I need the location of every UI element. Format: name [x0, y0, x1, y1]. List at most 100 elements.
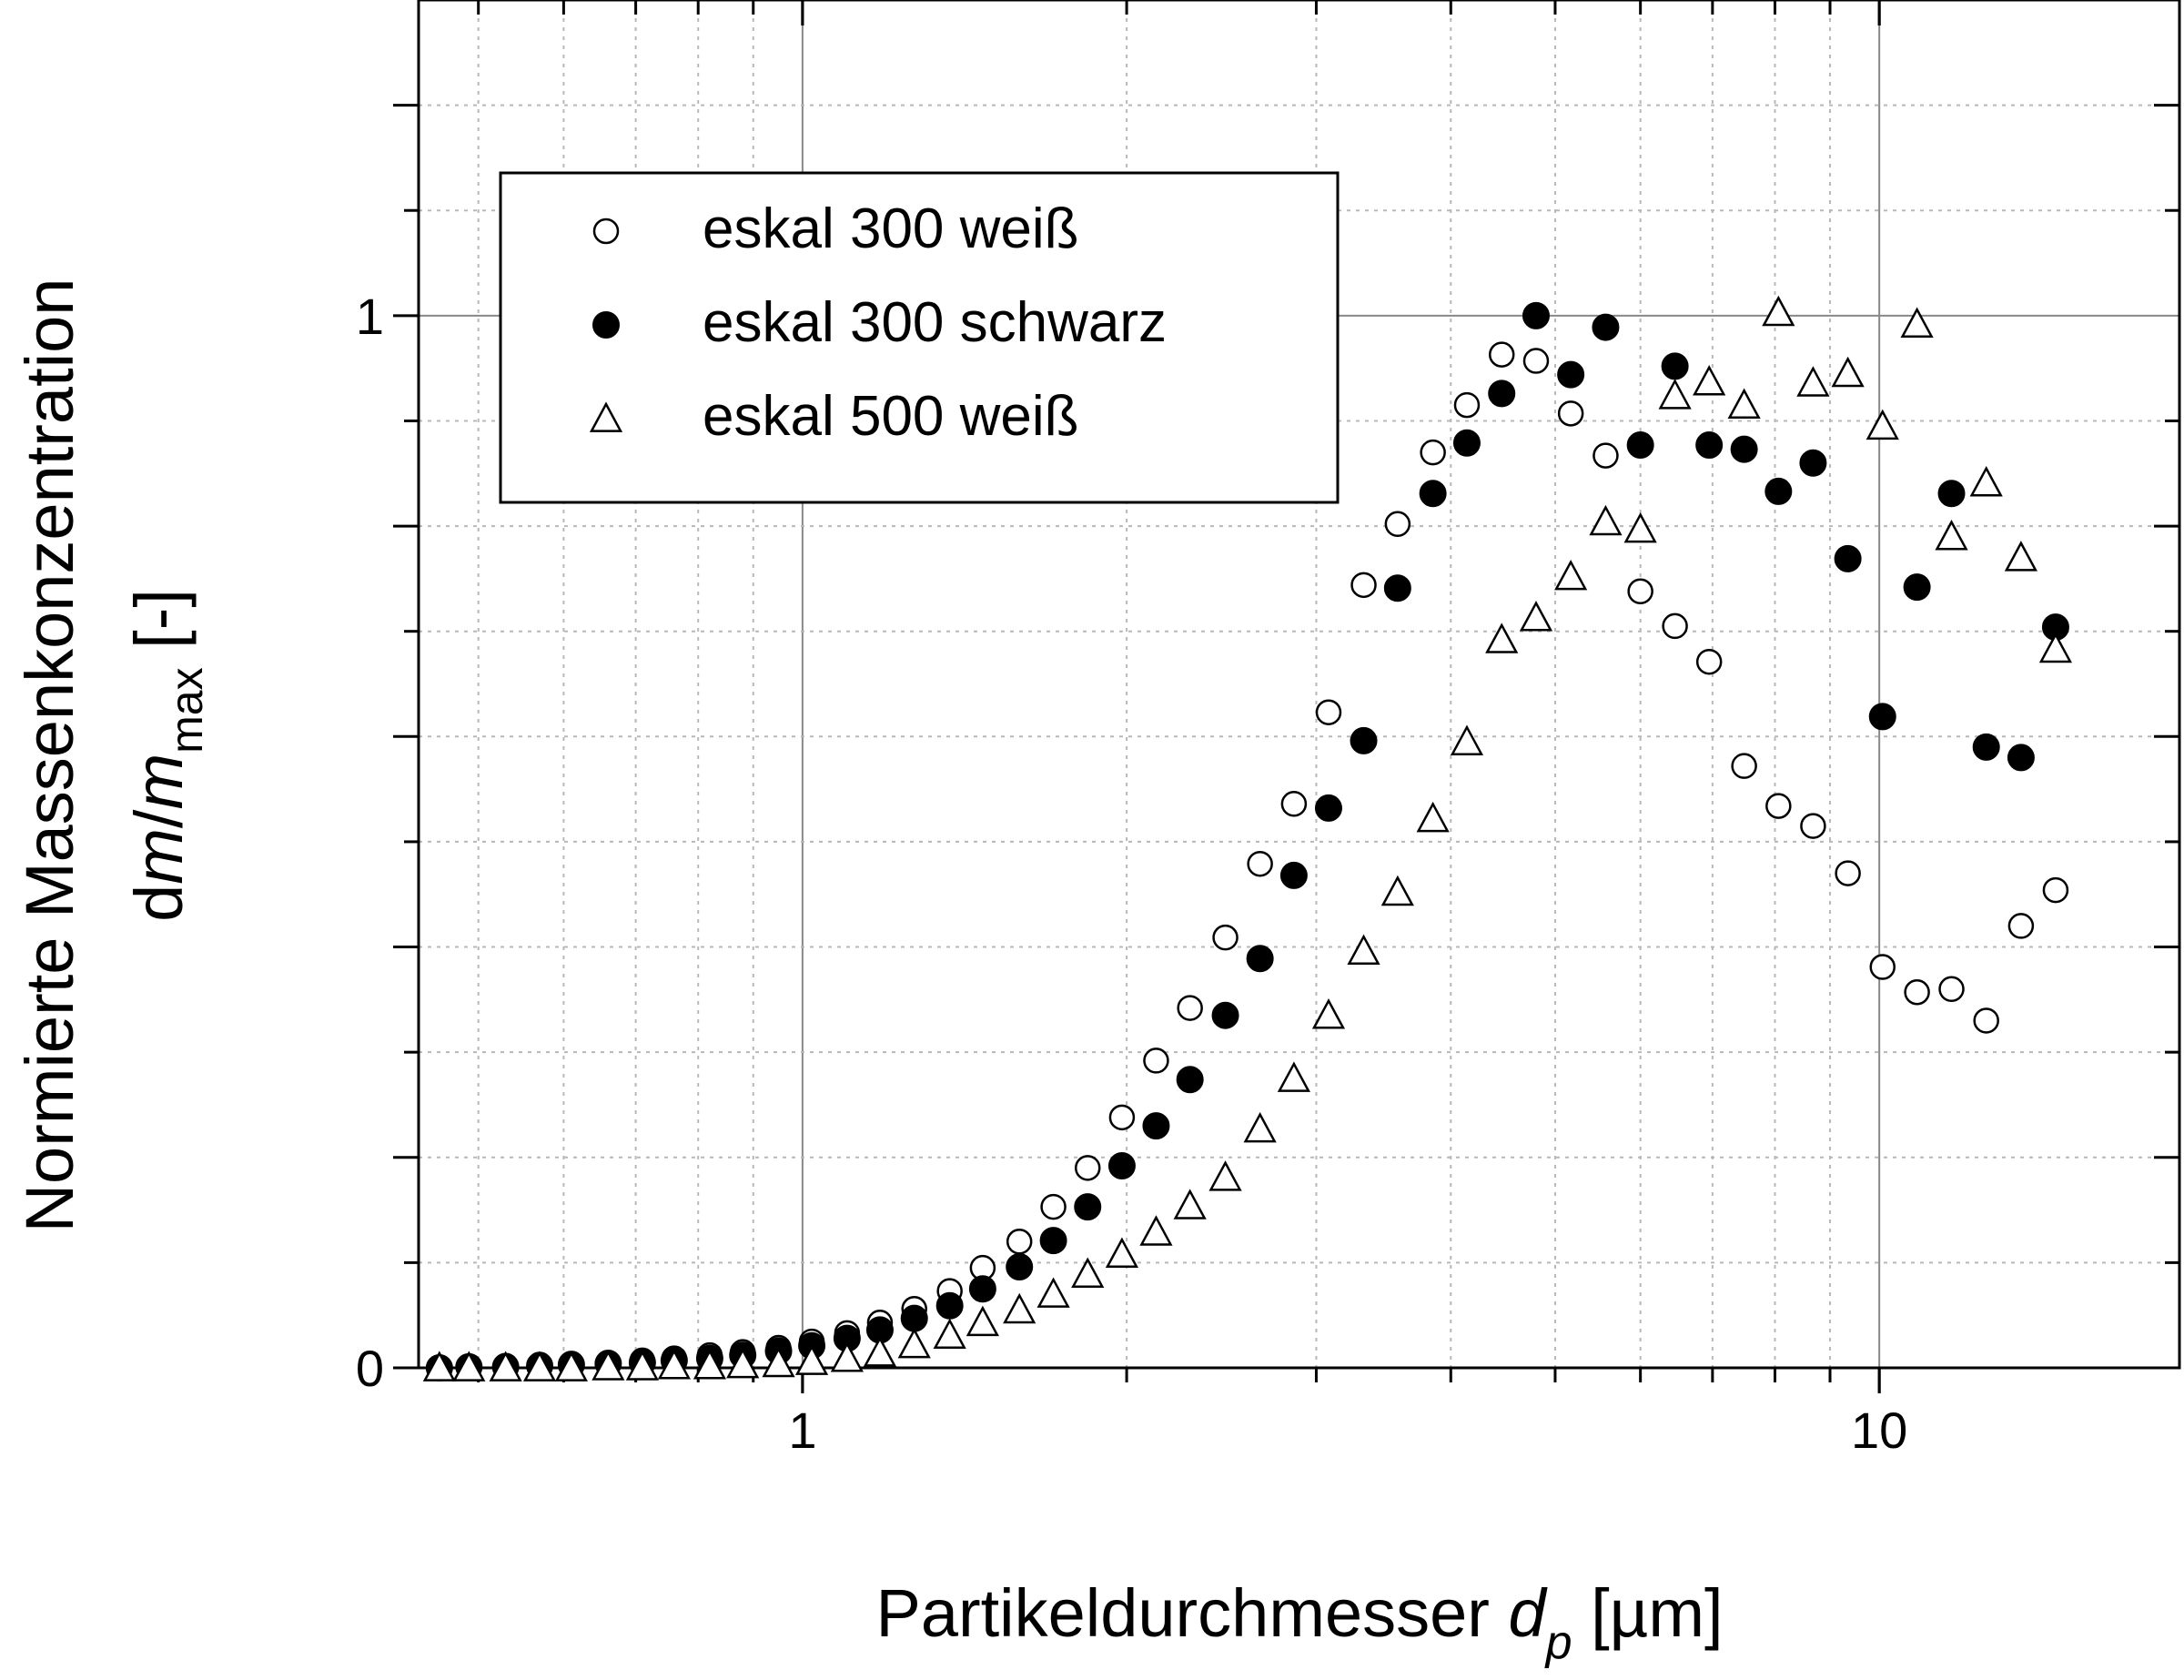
data-point — [625, 1350, 659, 1381]
data-point — [1592, 313, 1620, 341]
y-axis-title-unit: [-] — [121, 589, 197, 667]
data-point — [1488, 380, 1516, 408]
data-point — [1937, 480, 1966, 508]
data-point — [1626, 431, 1654, 460]
data-point — [1764, 477, 1793, 505]
data-point — [762, 1346, 795, 1378]
data-point — [1800, 813, 1826, 839]
data-point — [1419, 480, 1447, 508]
y-tick-label: 1 — [356, 288, 384, 345]
data-point — [1212, 924, 1239, 951]
data-point — [2004, 541, 2037, 572]
data-points — [422, 295, 2073, 1381]
data-point — [1211, 1001, 1239, 1029]
y-axis-title-d: d — [121, 885, 197, 922]
data-point — [1071, 1257, 1105, 1288]
data-point — [1314, 794, 1342, 822]
data-point — [1383, 574, 1411, 602]
data-point — [1003, 1292, 1036, 1324]
data-point — [1177, 995, 1203, 1021]
data-point — [1380, 875, 1414, 906]
data-point — [1831, 356, 1865, 388]
data-point — [900, 1304, 928, 1332]
data-point — [1280, 791, 1308, 817]
data-point — [1695, 431, 1724, 460]
x-tick-label: 10 — [1851, 1402, 1907, 1459]
data-point — [1972, 733, 2000, 761]
data-point — [726, 1347, 760, 1379]
data-point — [2038, 632, 2073, 663]
y-axis-title-m: m — [121, 828, 197, 885]
data-point — [657, 1349, 691, 1380]
legend-label: eskal 300 schwarz — [703, 291, 1167, 354]
data-point — [1658, 379, 1692, 410]
data-point — [1036, 1277, 1070, 1308]
data-point — [1662, 612, 1688, 640]
data-point — [1416, 801, 1450, 833]
plot-frame — [417, 0, 2181, 1370]
data-point — [592, 1350, 625, 1381]
data-point — [1589, 504, 1623, 536]
data-point — [693, 1349, 727, 1380]
x-axis-title: Partikeldurchmesser dp [µm] — [875, 1575, 1723, 1669]
data-point — [1557, 400, 1584, 427]
data-point — [1627, 578, 1653, 605]
data-point — [1485, 622, 1519, 653]
data-point — [1868, 703, 1896, 731]
data-point — [1519, 601, 1553, 632]
data-point — [1420, 439, 1446, 466]
data-point — [794, 1344, 829, 1375]
data-point — [1869, 954, 1896, 980]
data-point — [1040, 1193, 1067, 1220]
data-point — [1938, 976, 1965, 1003]
data-point — [1143, 1047, 1169, 1074]
data-point — [1904, 979, 1930, 1006]
y-axis-title-m2: m — [121, 754, 197, 810]
y-axis-title-line2: dm/mmax [-] — [121, 589, 212, 922]
data-point — [1139, 1215, 1173, 1246]
data-point — [1522, 301, 1550, 329]
data-point — [863, 1336, 897, 1367]
x-axis-title-unit: [µm] — [1572, 1575, 1724, 1651]
data-point — [1350, 726, 1378, 754]
data-point — [1973, 1007, 1999, 1034]
data-point — [1384, 511, 1411, 538]
data-point — [1246, 945, 1274, 973]
x-axis-title-var: d — [1508, 1575, 1548, 1651]
series-2 — [422, 295, 2073, 1381]
data-point — [1834, 544, 1862, 572]
data-point — [1693, 365, 1726, 396]
data-point — [1074, 1155, 1101, 1181]
data-point — [2007, 913, 2035, 939]
data-point — [1835, 860, 1861, 886]
data-point — [1453, 391, 1481, 419]
data-point — [1557, 360, 1585, 389]
data-point — [1105, 1237, 1139, 1268]
data-point — [1452, 429, 1481, 457]
y-tick-label: 0 — [356, 1340, 384, 1397]
x-tick-label: 1 — [788, 1402, 816, 1459]
data-point — [966, 1305, 999, 1337]
data-point — [1866, 409, 1899, 440]
x-axis-title-main: Partikeldurchmesser — [875, 1575, 1508, 1651]
data-point — [1279, 861, 1308, 889]
data-point — [489, 1351, 522, 1381]
data-point — [1311, 998, 1346, 1029]
data-point — [1900, 307, 1934, 338]
data-point — [1074, 1193, 1102, 1221]
legend-label: eskal 300 weiß — [703, 197, 1079, 260]
data-point — [1765, 793, 1792, 819]
data-point — [1247, 850, 1273, 877]
data-point — [830, 1341, 864, 1372]
data-point — [1173, 1189, 1207, 1220]
data-point — [2007, 744, 2035, 772]
data-point — [1799, 449, 1827, 477]
data-point — [935, 1291, 964, 1320]
legend: eskal 300 weiß eskal 300 schwarz eskal 500… — [499, 171, 1340, 504]
data-point — [1488, 341, 1515, 368]
data-point — [1592, 442, 1619, 469]
data-point — [1176, 1066, 1204, 1094]
legend-marker — [592, 218, 620, 245]
data-point — [1695, 648, 1723, 675]
